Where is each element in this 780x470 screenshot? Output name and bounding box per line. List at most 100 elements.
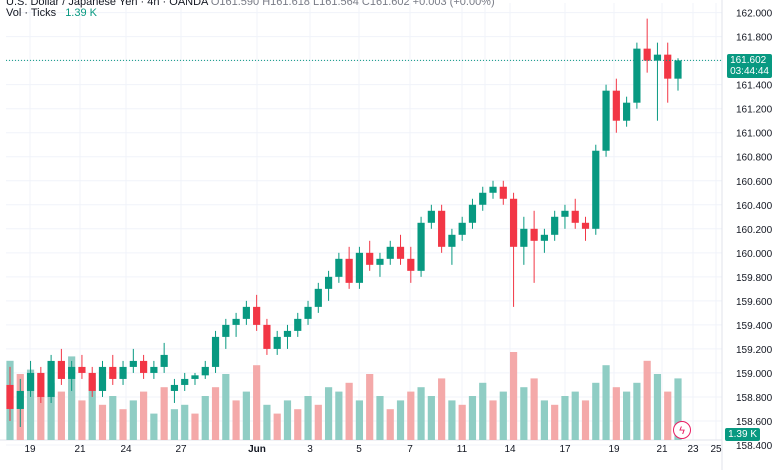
candle-body xyxy=(211,336,220,367)
candle-body xyxy=(664,54,672,79)
volume-bar xyxy=(37,396,45,440)
candle-body xyxy=(57,360,65,379)
symbol-legend: U.S. Dollar / Japanese Yen · 4h · OANDA … xyxy=(6,0,495,8)
y-tick-label: 159.600 xyxy=(736,297,773,308)
volume-bar xyxy=(623,391,631,440)
candle-body xyxy=(68,366,76,379)
volume-bar xyxy=(581,400,590,440)
candle-body xyxy=(561,210,569,217)
y-tick-label: 160.600 xyxy=(736,177,773,188)
volume-legend[interactable]: Vol · Ticks 1.39 K xyxy=(6,7,97,19)
volume-bar xyxy=(263,404,271,440)
volume-bar xyxy=(109,396,117,440)
candle-body xyxy=(160,354,168,367)
x-tick-label: 25 xyxy=(710,444,722,455)
candle-body xyxy=(612,90,620,121)
volume-bar xyxy=(119,409,127,440)
volume-bar xyxy=(355,400,364,440)
volume-bar xyxy=(26,369,35,440)
volume-bar xyxy=(345,382,353,440)
volume-bar xyxy=(438,378,446,440)
candle-body xyxy=(499,186,507,199)
volume-bar xyxy=(427,396,435,440)
bar-countdown: 03:44:44 xyxy=(730,66,769,78)
candle-body xyxy=(47,360,55,397)
candle-body xyxy=(170,384,179,391)
candle-body xyxy=(335,258,343,277)
candle-body xyxy=(16,390,24,409)
y-tick-label: 158.600 xyxy=(736,417,773,428)
candle-body xyxy=(458,222,466,235)
volume-bar xyxy=(88,378,96,440)
volume-bar xyxy=(396,400,405,440)
candle-body xyxy=(314,288,322,307)
candle-body xyxy=(530,228,538,241)
volume-bar xyxy=(191,413,199,440)
volume-bar xyxy=(78,400,86,440)
candle-body xyxy=(509,198,518,247)
candle-body xyxy=(263,324,271,349)
volume-bar xyxy=(674,378,682,440)
lightning-icon[interactable]: ϟ xyxy=(673,421,691,439)
candle-body xyxy=(396,246,405,259)
candle-body xyxy=(129,360,137,367)
candle-body xyxy=(37,372,45,397)
candle-body xyxy=(140,360,148,373)
x-tick-label: 5 xyxy=(356,444,362,455)
volume-bar xyxy=(160,387,168,440)
y-tick-label: 159.800 xyxy=(736,273,773,284)
candle-body xyxy=(222,324,230,337)
volume-bar xyxy=(140,391,148,440)
volume-bar xyxy=(181,404,189,440)
candle-body xyxy=(345,258,353,283)
volume-bar xyxy=(417,387,425,440)
volume-label: Vol · Ticks xyxy=(6,7,57,19)
candle-body xyxy=(283,330,292,337)
volume-bar xyxy=(57,391,65,440)
y-tick-label: 161.400 xyxy=(736,81,773,92)
volume-bar xyxy=(520,387,528,440)
volume-bar xyxy=(540,400,548,440)
x-tick-label: 21 xyxy=(656,444,668,455)
volume-bar xyxy=(68,356,76,440)
x-tick-label: 19 xyxy=(24,444,36,455)
candle-body xyxy=(479,192,487,205)
candle-body xyxy=(427,210,435,223)
last-price-tag: 161.602 03:44:44 xyxy=(727,54,772,79)
candle-body xyxy=(592,150,600,229)
volume-bar xyxy=(150,413,158,440)
candle-body xyxy=(201,366,209,376)
volume-bar xyxy=(376,396,384,440)
volume-bar xyxy=(643,360,651,440)
symbol-title[interactable]: U.S. Dollar / Japanese Yen · 4h · OANDA xyxy=(6,0,208,8)
y-tick-label: 161.200 xyxy=(736,105,773,116)
volume-bar xyxy=(458,404,466,440)
volume-bar xyxy=(314,404,322,440)
x-tick-label: 24 xyxy=(120,444,132,455)
volume-bar xyxy=(612,387,620,440)
volume-bar xyxy=(283,400,292,440)
candle-body xyxy=(98,366,107,391)
candle-body xyxy=(366,252,374,265)
volume-bar xyxy=(47,382,55,440)
volume-bar xyxy=(324,387,333,440)
x-tick-label: Jun xyxy=(248,444,266,455)
candle-body xyxy=(232,318,240,325)
y-tick-label: 160.800 xyxy=(736,153,773,164)
volume-bar xyxy=(653,374,662,440)
volume-bar xyxy=(509,352,518,440)
candle-body xyxy=(468,204,477,223)
candle-body xyxy=(438,210,446,247)
volume-bar xyxy=(448,400,456,440)
candle-body xyxy=(304,306,312,319)
volume-bar xyxy=(571,391,579,440)
volume-bar xyxy=(602,365,610,440)
candle-body xyxy=(376,258,384,265)
volume-bar xyxy=(129,400,137,440)
y-tick-label: 159.000 xyxy=(736,369,773,380)
candle-body xyxy=(489,186,497,193)
x-tick-label: 7 xyxy=(407,444,413,455)
candle-body xyxy=(571,210,579,223)
candle-body xyxy=(253,306,261,325)
